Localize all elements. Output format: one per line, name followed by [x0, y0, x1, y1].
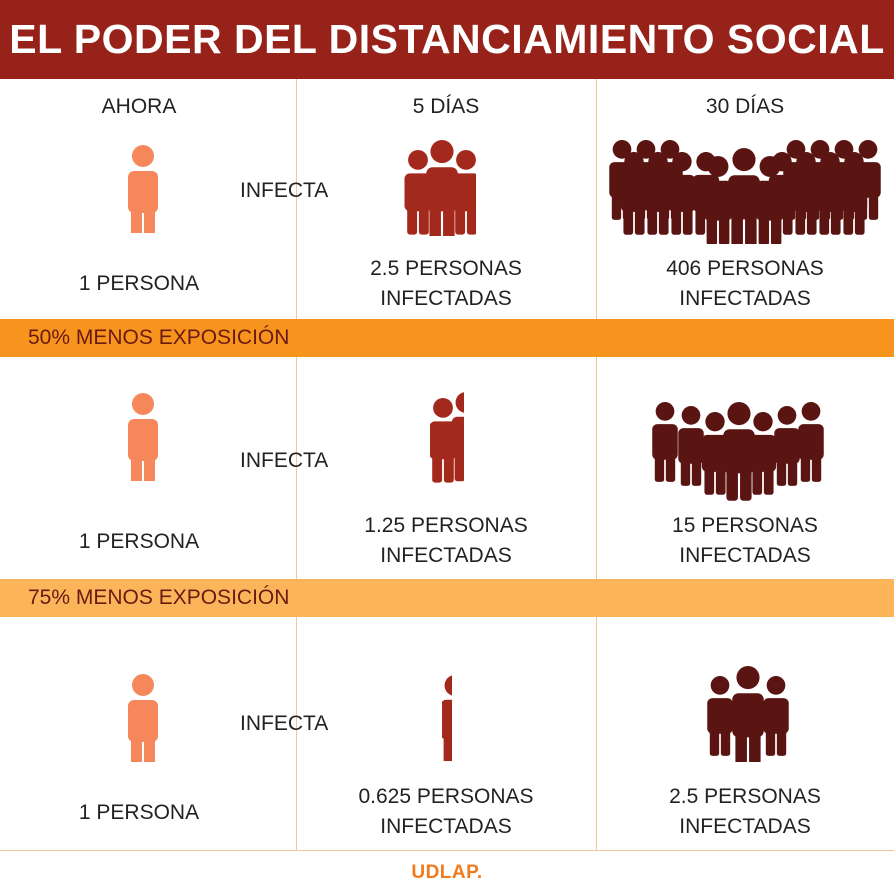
day30-count-line2: INFECTADAS — [679, 815, 811, 838]
group-icon — [442, 675, 452, 761]
page-title: EL PODER DEL DISTANCIAMIENTO SOCIAL — [0, 0, 894, 79]
day30-count: 2.5 PERSONAS INFECTADAS — [596, 782, 894, 842]
infects-label: INFECTA — [240, 449, 329, 472]
column-divider — [596, 617, 597, 850]
day30-count: 406 PERSONAS INFECTADAS — [596, 254, 894, 314]
day5-count: 2.5 PERSONAS INFECTADAS — [296, 254, 596, 314]
band-label: 75% MENOS EXPOSICIÓN — [28, 586, 290, 609]
crowd-icon — [606, 140, 886, 249]
infects-label: INFECTA — [240, 179, 329, 202]
day5-count-line2: INFECTADAS — [380, 815, 512, 838]
crowd-icon — [651, 402, 827, 507]
column-divider — [296, 357, 297, 579]
source-count: 1 PERSONA — [78, 272, 200, 295]
column-header-now: AHORA — [101, 95, 177, 118]
column-header-5-days: 5 DÍAS — [412, 95, 480, 118]
udlap-logo: UDLAP. — [411, 862, 483, 883]
source-count: 1 PERSONA — [78, 801, 200, 824]
day30-count: 15 PERSONAS INFECTADAS — [596, 511, 894, 571]
group-icon — [404, 140, 476, 236]
band-75-less-exposure: 75% MENOS EXPOSICIÓN — [0, 579, 894, 617]
day5-count: 0.625 PERSONAS INFECTADAS — [296, 782, 596, 842]
infects-label: INFECTA — [240, 712, 329, 735]
day30-count-line1: 406 PERSONAS — [666, 257, 824, 280]
column-header-30-days: 30 DÍAS — [705, 95, 785, 118]
day5-count-line1: 1.25 PERSONAS — [364, 514, 528, 537]
column-divider — [296, 617, 297, 850]
column-divider — [596, 357, 597, 579]
day30-count-line1: 15 PERSONAS — [672, 514, 818, 537]
day30-count-line2: INFECTADAS — [679, 287, 811, 310]
column-divider — [296, 79, 297, 319]
person-icon — [126, 145, 160, 239]
crowd-icon — [703, 666, 793, 767]
day5-count: 1.25 PERSONAS INFECTADAS — [296, 511, 596, 571]
band-50-less-exposure: 50% MENOS EXPOSICIÓN — [0, 319, 894, 357]
column-divider — [596, 79, 597, 319]
person-icon — [126, 393, 160, 487]
band-label: 50% MENOS EXPOSICIÓN — [28, 326, 290, 349]
source-count: 1 PERSONA — [78, 530, 200, 553]
day30-count-line2: INFECTADAS — [679, 544, 811, 567]
row-divider — [0, 850, 894, 851]
day5-count-line2: INFECTADAS — [380, 287, 512, 310]
day5-count-line2: INFECTADAS — [380, 544, 512, 567]
day5-count-line1: 0.625 PERSONAS — [358, 785, 534, 808]
person-icon — [126, 674, 160, 768]
day30-count-line1: 2.5 PERSONAS — [669, 785, 821, 808]
group-icon — [430, 392, 464, 484]
day5-count-line1: 2.5 PERSONAS — [370, 257, 522, 280]
